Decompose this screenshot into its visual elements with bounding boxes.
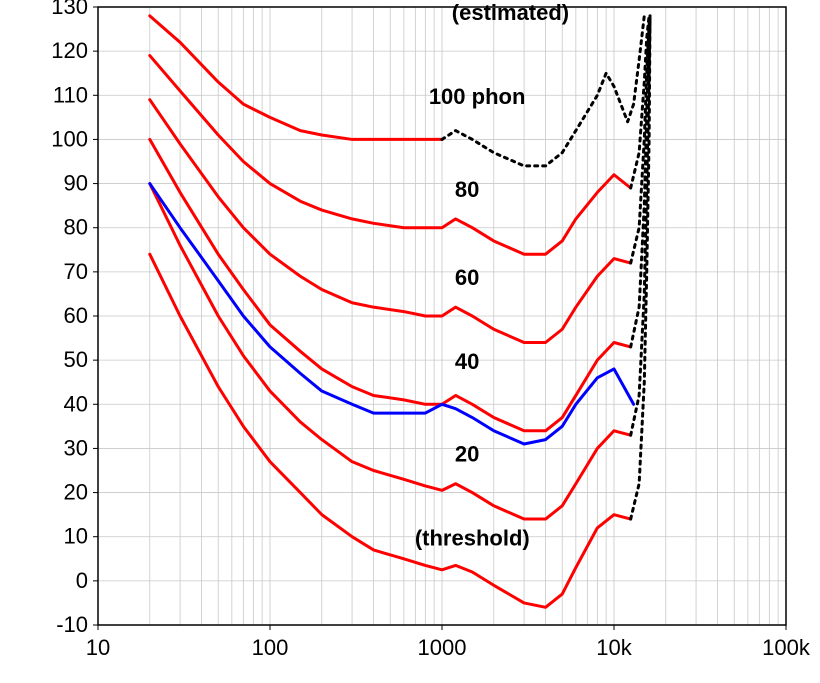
x-tick-label: 10k [596,635,632,660]
chart-canvas: -10 0 10 20 30 40 50 60 70 80 90 100 110 120 130 10 100 1… [0,0,820,683]
y-tick-label: 130 [51,0,88,19]
annotation: 40 [455,349,479,374]
y-tick-label: 0 [76,568,88,593]
y-tick-label: 110 [53,82,88,107]
y-tick-label: 50 [64,347,88,372]
equal-loudness-chart: { "width": 820, "height": 683, "plot": {… [0,0,820,683]
annotation: 20 [455,442,479,467]
y-tick-label: 70 [64,259,88,284]
y-tick-label: 20 [64,480,88,505]
annotation: (threshold) [415,526,530,551]
y-tick-label: 90 [64,171,88,196]
y-tick-label: -10 [56,612,88,637]
y-tick-label: 100 [51,126,88,151]
x-tick-label: 100 [252,635,289,660]
x-tick-label: 100k [762,635,811,660]
annotation: (estimated) [452,0,569,25]
y-tick-label: 60 [64,303,88,328]
y-tick-label: 120 [51,38,88,63]
annotation: 60 [455,265,479,290]
annotation: 80 [455,177,479,202]
annotation: 100 phon [429,84,526,109]
x-tick-label: 1000 [418,635,467,660]
x-tick-label: 10 [86,635,110,660]
y-tick-label: 10 [64,524,88,549]
y-tick-label: 40 [64,391,88,416]
y-tick-label: 80 [64,215,88,240]
y-tick-label: 30 [64,435,88,460]
